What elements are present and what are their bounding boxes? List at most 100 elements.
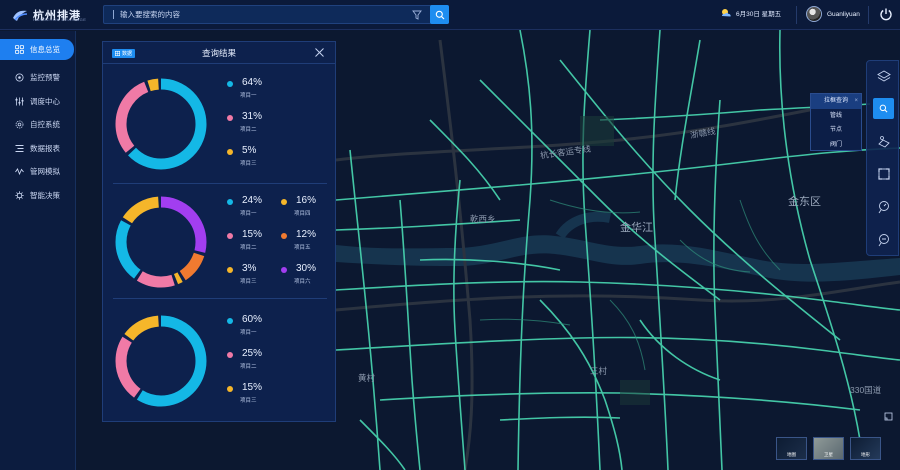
list-icon [15, 144, 24, 153]
donut-slice-项目一[interactable] [115, 78, 207, 170]
basemap-option-map[interactable]: 地图 [776, 437, 807, 460]
measure-button[interactable] [873, 131, 894, 152]
sidebar-item-control[interactable]: 自控系统 [0, 113, 75, 137]
sidebar-item-label: 管网模拟 [30, 167, 60, 177]
legend-percent: 60% [242, 313, 263, 325]
legend-dot [227, 198, 233, 205]
legend-name: 项目三 [240, 278, 257, 285]
filter-icon[interactable] [410, 8, 424, 22]
search-cursor [113, 10, 114, 19]
basemap-label: 地形 [861, 452, 870, 457]
legend-dot [227, 351, 233, 358]
donut-slice-项目一[interactable] [115, 315, 207, 406]
map-label-highway: 330国道 [850, 385, 882, 395]
legend-name: 项目一 [240, 93, 257, 99]
popup-item-node[interactable]: 节点 [829, 127, 842, 133]
search-bar [103, 5, 449, 24]
sidebar-item-simulation[interactable]: 管网模拟 [0, 160, 75, 184]
pin-icon [878, 200, 889, 213]
legend-dot [227, 149, 233, 155]
legend-dot [227, 115, 233, 121]
donut-chart-2 [115, 196, 207, 287]
donut-slice-项目二[interactable] [115, 196, 207, 287]
legend-name: 项目二 [240, 244, 257, 251]
legend-percent: 31% [242, 111, 263, 122]
basemap-option-satellite[interactable]: 卫星 [813, 437, 844, 460]
divider [868, 6, 869, 24]
legend-dot [281, 232, 287, 239]
map-label-qianxi: 乾西乡 [470, 214, 496, 224]
donut-slice-项目二[interactable] [115, 78, 207, 170]
wave-icon [15, 167, 24, 176]
pin-area-icon [878, 233, 889, 246]
sidebar-item-label: 信息总览 [30, 45, 60, 54]
legend-name: 项目一 [240, 210, 257, 217]
gear-icon [15, 120, 24, 129]
legend-dot [227, 385, 233, 392]
power-icon[interactable] [879, 7, 893, 21]
legend-name: 项目三 [240, 161, 257, 167]
locate-button[interactable] [873, 196, 894, 217]
legend-percent: 16% [296, 194, 317, 206]
sidebar-item-reports[interactable]: 数据报表 [0, 137, 75, 161]
expand-icon [877, 167, 890, 180]
chart-section-2: 24% 项目一 15% 项目二 3% 项目三 16% 项目四 12% 项目五 30% 项目六 [113, 184, 327, 299]
sidebar-item-dispatch[interactable]: 调度中心 [0, 90, 75, 114]
legend-dot [227, 81, 233, 87]
search-tool-button[interactable] [873, 98, 894, 119]
locate-area-button[interactable] [873, 229, 894, 250]
sliders-icon [15, 97, 24, 106]
donut-slice-项目二[interactable] [115, 315, 207, 406]
grid-icon [15, 45, 24, 54]
popup-item-valve[interactable]: 阀门 [829, 141, 842, 148]
basemap-option-terrain[interactable]: 地形 [850, 437, 881, 460]
basemap-label: 卫星 [824, 452, 833, 457]
legend-dot [227, 232, 233, 239]
sidebar: 信息总览 监控预警 调度中心 自控系统 数据报表 管网模拟 智能决策 [0, 31, 76, 470]
legend-percent: 12% [296, 228, 317, 240]
basemap-label: 地图 [787, 452, 796, 457]
popup-item-box-query[interactable]: 拉框查询 × [811, 94, 861, 109]
resize-icon[interactable] [884, 412, 893, 421]
legend-dot [281, 266, 287, 273]
legend-name: 项目五 [294, 244, 311, 251]
avatar [806, 6, 822, 22]
sidebar-item-label: 数据报表 [30, 143, 60, 153]
sidebar-item-label: 监控预警 [30, 73, 60, 83]
search-icon [879, 104, 888, 113]
panel-title: 查询结果 [201, 48, 236, 58]
top-bar: 杭州排港 HANGZHOU DRAINAGE 6月30日 星期五 Guanliy… [0, 0, 900, 30]
table-icon [115, 51, 120, 56]
legend-name: 项目六 [294, 278, 311, 285]
logo: 杭州排港 [12, 7, 81, 23]
ruler-icon [877, 135, 890, 148]
fullscreen-button[interactable] [873, 163, 894, 184]
user-menu[interactable]: Guanliyuan [806, 6, 860, 22]
donut-slice-项目六[interactable] [115, 196, 207, 287]
search-icon [435, 10, 444, 19]
legend-percent: 3% [242, 262, 257, 274]
sidebar-item-overview[interactable]: 信息总览 [0, 39, 74, 60]
map-label-village: 三村 [590, 366, 608, 376]
date-text: 6月30日 星期五 [736, 11, 782, 18]
layers-button[interactable] [873, 66, 894, 87]
search-button[interactable] [430, 5, 449, 24]
popup-item-pipeline[interactable]: 管线 [829, 112, 842, 119]
weather-date: 6月30日 星期五 [720, 8, 781, 18]
search-input[interactable] [120, 10, 410, 19]
legend-name: 项目一 [240, 329, 257, 336]
sidebar-item-label: 自控系统 [30, 120, 60, 130]
close-icon[interactable] [314, 47, 325, 58]
legend-name: 项目二 [240, 127, 257, 133]
donut-slice-项目一[interactable] [115, 196, 207, 287]
logo-text: 杭州排港 [33, 10, 81, 22]
chart-section-3: 60% 项目一 25% 项目二 15% 项目三 [113, 299, 327, 422]
legend-dot [227, 317, 233, 324]
legend-percent: 30% [296, 262, 317, 274]
logo-subtitle: HANGZHOU DRAINAGE [33, 17, 87, 22]
close-icon[interactable]: × [854, 98, 858, 104]
sidebar-item-monitor[interactable]: 监控预警 [0, 66, 75, 90]
legend-name: 项目二 [240, 363, 257, 370]
sidebar-item-decision[interactable]: 智能决策 [0, 184, 75, 208]
sidebar-item-label: 调度中心 [30, 96, 60, 106]
